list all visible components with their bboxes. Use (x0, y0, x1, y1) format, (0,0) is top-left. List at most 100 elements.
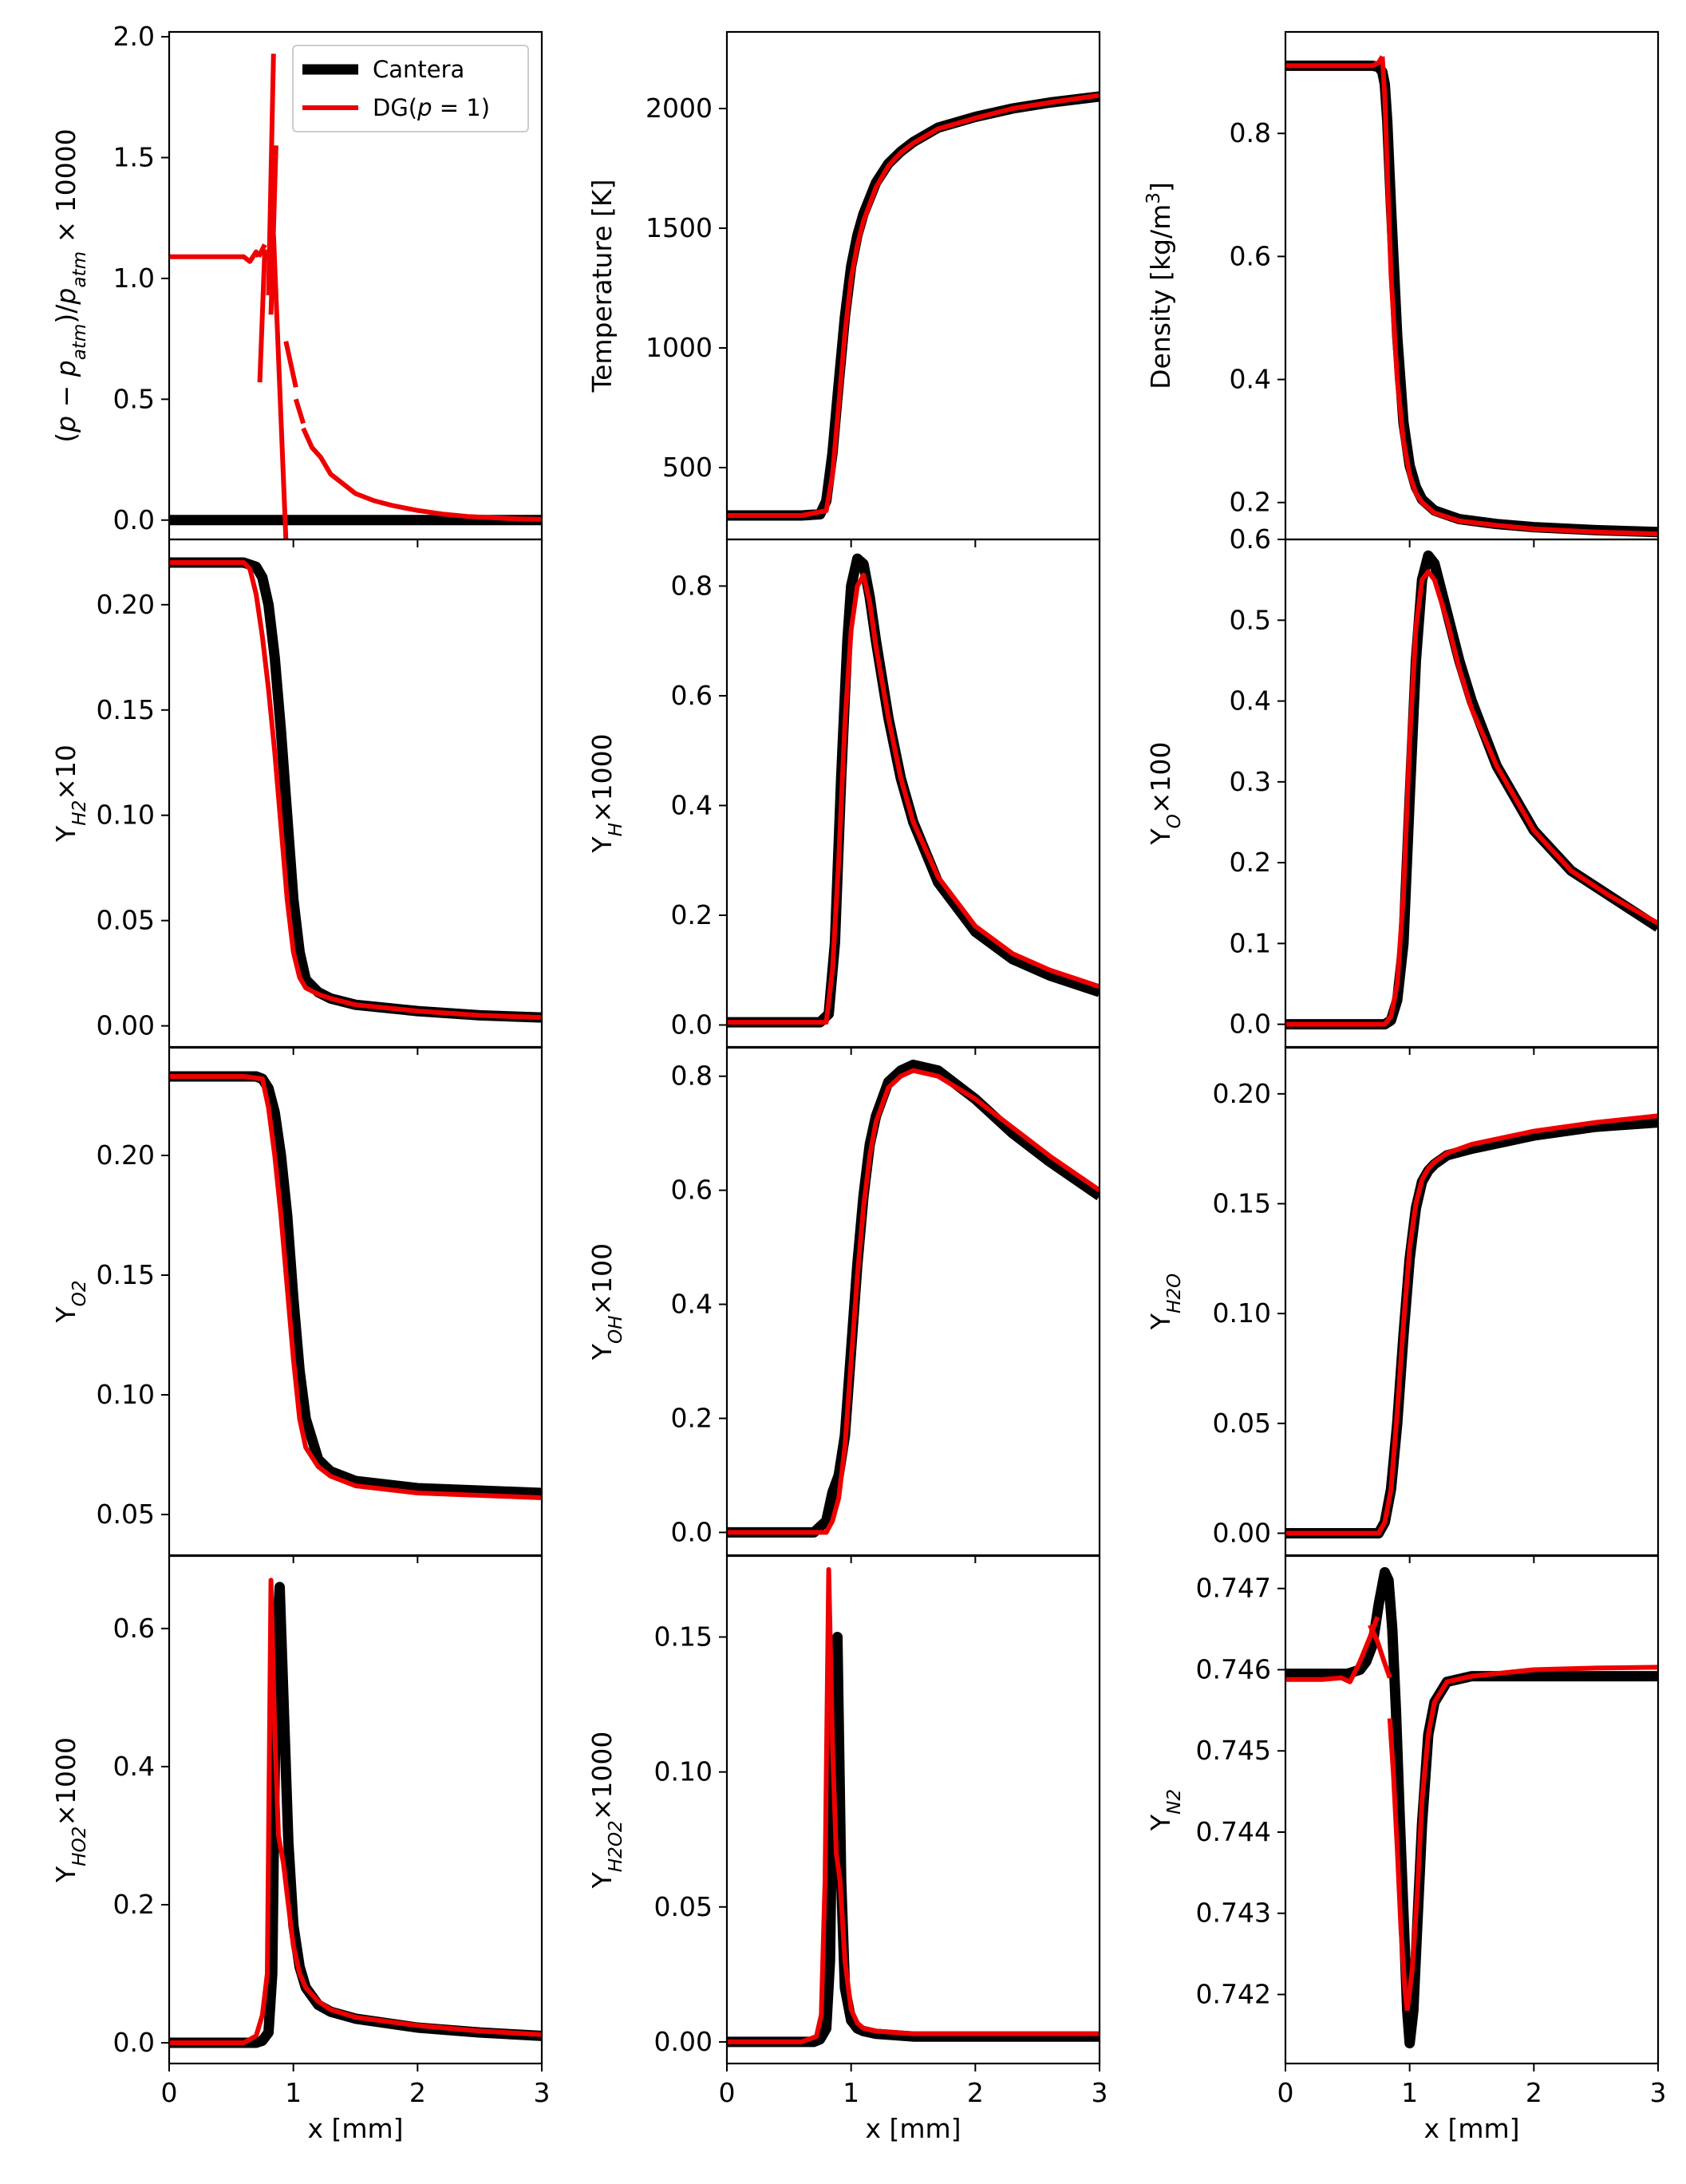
series-dg-line-seg7 (293, 398, 306, 425)
series-cantera-line (727, 553, 1100, 1028)
y-tick-label: 0.3 (1230, 766, 1271, 797)
y-tick-label: 0.4 (113, 1751, 155, 1782)
y-tick-label: 0.05 (1213, 1408, 1271, 1439)
y-axis-label: YN2 (1145, 1789, 1185, 1831)
series-dg-line (727, 572, 1100, 1025)
series-dg-line (169, 1578, 542, 2045)
y-tick-label: 0.15 (97, 694, 155, 725)
series-dg-line (727, 1566, 1100, 2044)
series-cantera-line (169, 1071, 542, 1499)
panel-pressure: 0.0 0.5 1.0 1.5 2.0 (p − patm)/patm × 10000 Ca… (50, 21, 543, 547)
y-tick-label: 2000 (646, 93, 713, 124)
y-axis-label: YH2×10 (50, 744, 90, 843)
y-tick-label: 0.742 (1196, 1979, 1271, 2010)
x-tick-label: 1 (285, 2077, 302, 2108)
series-cantera-line (727, 91, 1100, 521)
series-dg-line-seg3 (266, 53, 276, 296)
axes-frame (725, 1554, 1101, 2065)
y-tick-label: 0.5 (1230, 604, 1271, 635)
y-axis-label: YH2O2×1000 (586, 1732, 626, 1890)
series-dg-line-seg8 (301, 427, 542, 522)
y-axis-label: Temperature [K] (586, 180, 618, 393)
plot-area (169, 557, 542, 1023)
series-dg-line (169, 1074, 542, 1500)
x-tick-label: 1 (843, 2077, 859, 2108)
y-axis-label: YO2 (50, 1280, 90, 1323)
y-tick-label: 0.0 (671, 1009, 713, 1040)
plot-area (169, 53, 542, 539)
y-tick-label: 0.00 (654, 2026, 713, 2057)
y-tick-label: 0.05 (97, 1499, 155, 1530)
plot-area (1285, 1566, 1658, 2049)
y-tick-label: 0.8 (671, 1060, 713, 1092)
y-tick-label: 0.1 (1230, 927, 1271, 958)
legend: Cantera DG(p = 1) (292, 45, 529, 132)
x-tick-label: 3 (1650, 2077, 1667, 2108)
series-cantera-line (169, 1582, 542, 2048)
plot-area (169, 1578, 542, 2048)
series-cantera-line (169, 557, 542, 1023)
y-axis-label: YOH×100 (586, 1243, 626, 1361)
series-dg-line (169, 560, 542, 1021)
panel-density: 0.2 0.4 0.6 0.8 Density [kg/m3] (1143, 30, 1660, 547)
x-axis-label: x [mm] (1423, 2113, 1519, 2144)
series-dg-line-seg0 (169, 249, 261, 264)
plot-area (1285, 550, 1658, 1030)
series-dg-line-seg1 (256, 243, 267, 259)
y-tick-label: 0.4 (671, 789, 713, 820)
y-tick-label: 0.4 (1230, 685, 1271, 717)
y-tick-label: 1.5 (113, 141, 155, 172)
y-tick-label: 0.745 (1196, 1735, 1271, 1766)
plot-area (727, 1059, 1100, 1538)
panel-yn2: 0.742 0.743 0.744 0.745 0.746 0.747 0 1 2 3 x [mm]… (1145, 1554, 1667, 2144)
y-tick-label: 2.0 (113, 21, 155, 52)
y-tick-label: 0.8 (1230, 117, 1271, 148)
y-tick-label: 0.20 (97, 589, 155, 620)
series-dg-line-seg2 (1387, 1718, 1410, 2012)
plot-area (1285, 1113, 1658, 1538)
y-axis-label: YHO2×1000 (50, 1737, 90, 1883)
y-axis-label: YH×1000 (586, 733, 626, 853)
axes-frame (1284, 538, 1660, 1049)
y-tick-label: 1.0 (113, 263, 155, 294)
x-axis-label: x [mm] (307, 2113, 403, 2144)
panel-temperature: 500 1000 1500 2000 Temperature [K] (586, 30, 1101, 547)
y-tick-label: 1000 (646, 332, 713, 363)
x-tick-label: 3 (1092, 2077, 1108, 2108)
series-dg-line-seg4 (268, 145, 278, 315)
x-tick-label: 0 (719, 2077, 736, 2108)
legend-label-cantera: Cantera (373, 56, 464, 83)
series-cantera-line (1285, 1566, 1658, 2049)
axes-frame (1284, 30, 1660, 541)
y-tick-label: 0.6 (671, 1175, 713, 1206)
y-tick-label: 500 (662, 452, 713, 483)
y-tick-label: 0.2 (671, 899, 713, 930)
y-tick-label: 0.20 (1213, 1078, 1271, 1109)
plot-area (727, 1566, 1100, 2048)
x-tick-label: 0 (161, 2077, 178, 2108)
x-tick-label: 2 (409, 2077, 426, 2108)
panel-yh: 0.0 0.2 0.4 0.6 0.8 YH×1000 (586, 538, 1101, 1055)
y-tick-label: 0.10 (97, 800, 155, 831)
y-tick-label: 0.15 (97, 1259, 155, 1290)
series-cantera-line (1285, 60, 1658, 538)
series-dg-line (727, 1068, 1100, 1535)
plot-area (1285, 55, 1658, 538)
y-tick-label: 0.4 (1230, 364, 1271, 395)
axes-frame (725, 1046, 1101, 1557)
x-tick-label: 3 (534, 2077, 551, 2108)
series-dg-line (727, 93, 1100, 518)
panel-yh2o2: 0.00 0.05 0.10 0.15 0 1 2 3 x [mm] YH2O2×1000 (586, 1554, 1108, 2144)
x-tick-label: 2 (967, 2077, 984, 2108)
y-tick-label: 0.2 (1230, 487, 1271, 518)
axes-frame (168, 538, 543, 1049)
y-tick-label: 0.747 (1196, 1573, 1271, 1604)
y-axis-label: Density [kg/m3] (1143, 182, 1176, 389)
panel-yoh: 0.0 0.2 0.4 0.6 0.8 YOH×100 (586, 1046, 1101, 1563)
series-cantera-line (727, 1059, 1100, 1538)
x-tick-label: 2 (1526, 2077, 1542, 2108)
y-tick-label: 0.6 (113, 1613, 155, 1644)
x-axis-label: x [mm] (865, 2113, 961, 2144)
y-tick-label: 0.744 (1196, 1816, 1271, 1847)
